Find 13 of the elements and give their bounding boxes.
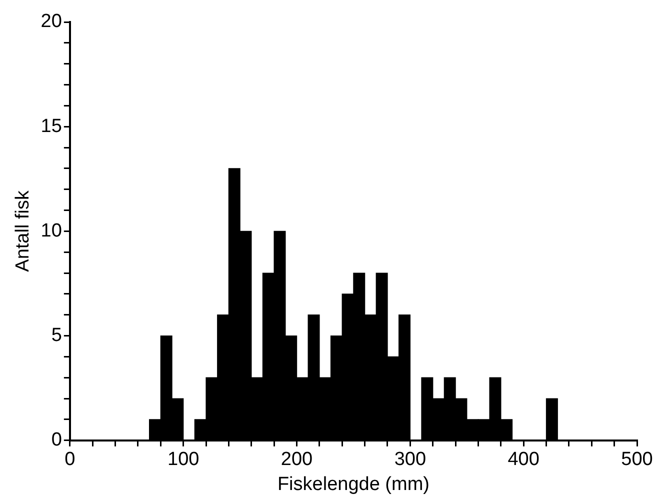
x-axis-title: Fiskelengde (mm): [277, 474, 430, 495]
x-tick-label: 400: [508, 449, 540, 470]
y-tick-label: 15: [40, 116, 62, 137]
y-tick-label: 20: [40, 11, 62, 32]
y-axis-title: Antall fisk: [12, 190, 34, 272]
y-tick-label: 5: [51, 325, 62, 346]
y-tick-label: 10: [40, 220, 62, 242]
x-tick-label: 200: [280, 449, 313, 470]
x-tick-label: 100: [167, 449, 200, 470]
x-tick-label: 0: [64, 449, 76, 470]
x-tick-label: 500: [621, 449, 653, 470]
x-tick-label: 300: [394, 449, 426, 470]
y-tick-label: 0: [51, 430, 62, 451]
